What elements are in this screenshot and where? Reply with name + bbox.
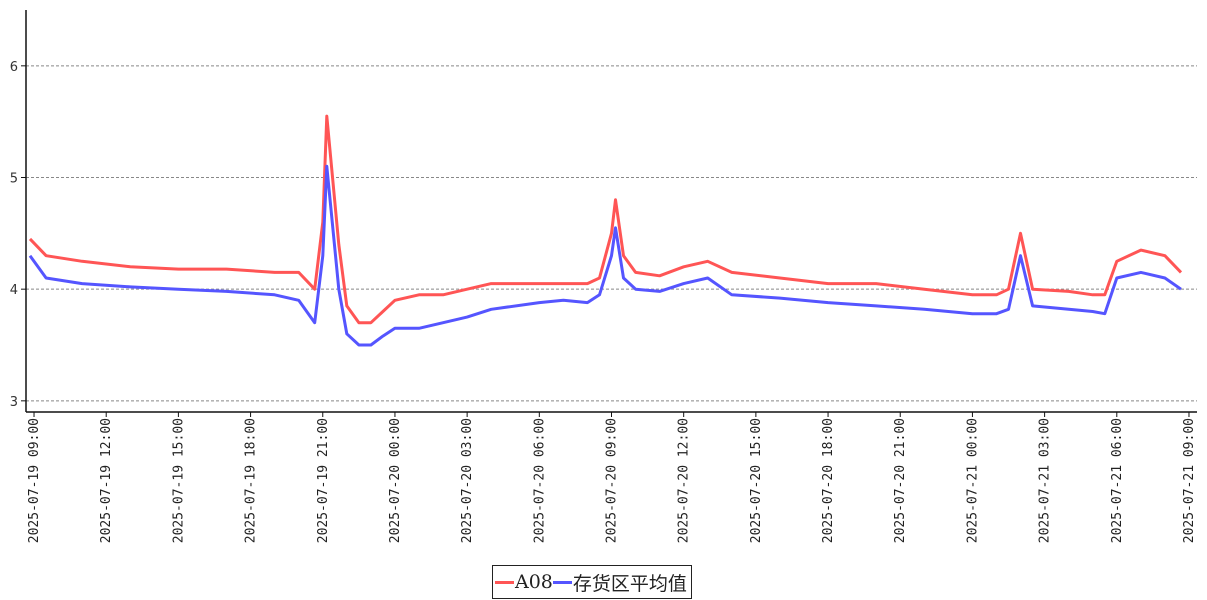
x-tick-label: 2025-07-21 00:00 <box>965 418 980 543</box>
x-tick-label: 2025-07-20 12:00 <box>677 418 692 543</box>
legend-label-average: 存货区平均值 <box>572 572 687 595</box>
x-tick-label: 2025-07-21 09:00 <box>1182 418 1197 543</box>
y-tick-labels: 3 4 5 6 <box>10 60 26 410</box>
x-tick-label: 2025-07-19 09:00 <box>27 418 42 543</box>
x-tick-label: 2025-07-20 06:00 <box>532 418 547 543</box>
y-tick-label: 5 <box>10 172 18 187</box>
x-tick-label: 2025-07-21 06:00 <box>1110 418 1125 543</box>
legend: A08 存货区平均值 <box>492 565 692 599</box>
x-tick-label: 2025-07-20 00:00 <box>388 418 403 543</box>
legend-item-average: 存货区平均值 <box>552 569 687 596</box>
x-tick-label: 2025-07-19 12:00 <box>99 418 114 543</box>
x-tick-label: 2025-07-20 03:00 <box>460 418 475 543</box>
x-tick-label: 2025-07-20 18:00 <box>821 418 836 543</box>
y-tick-label: 3 <box>10 395 18 410</box>
x-tick-label: 2025-07-20 15:00 <box>749 418 764 543</box>
series-lines <box>28 114 1183 347</box>
x-tick-label: 2025-07-19 18:00 <box>244 418 259 543</box>
x-tick-label: 2025-07-19 15:00 <box>171 418 186 543</box>
x-tick-label: 2025-07-19 21:00 <box>316 418 331 543</box>
gridlines <box>26 65 1197 402</box>
x-tick-labels: 2025-07-19 09:00 2025-07-19 12:00 2025-07-… <box>27 412 1197 543</box>
y-tick-label: 6 <box>10 60 18 75</box>
series-line-a08 <box>28 114 1183 325</box>
y-tick-label: 4 <box>10 283 18 298</box>
x-tick-label: 2025-07-21 03:00 <box>1038 418 1053 543</box>
axes <box>25 10 1197 413</box>
x-tick-label: 2025-07-20 21:00 <box>893 418 908 543</box>
x-tick-label: 2025-07-20 09:00 <box>605 418 620 543</box>
legend-swatch-average <box>552 580 572 584</box>
legend-label-a08: A08 <box>515 571 553 593</box>
legend-swatch-a08 <box>495 580 514 584</box>
legend-item-a08: A08 <box>495 571 553 593</box>
series-line-average <box>28 164 1182 347</box>
